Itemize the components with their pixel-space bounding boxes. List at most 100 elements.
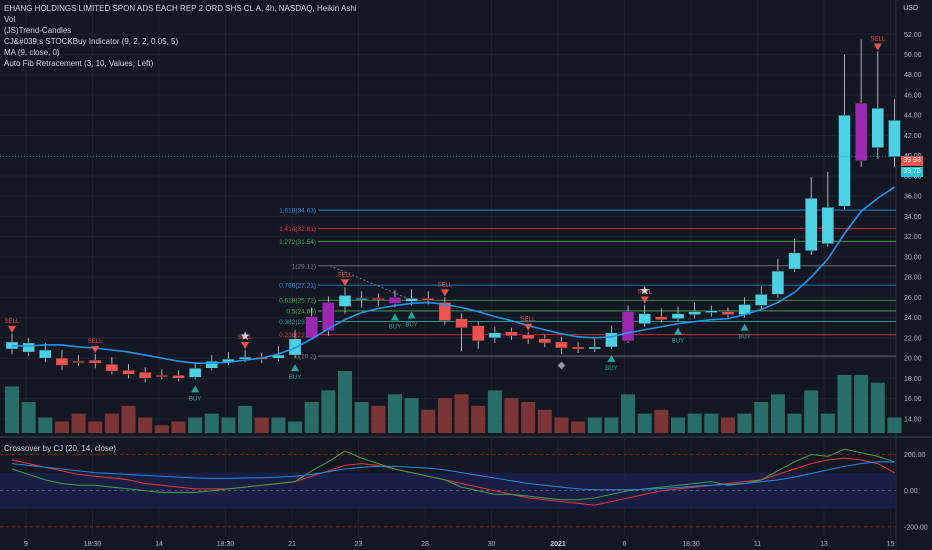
candle-body [138, 372, 152, 379]
time-axis-label: 6 [623, 541, 627, 548]
sell-signal-icon [440, 289, 449, 297]
volume-bar [387, 394, 402, 433]
volume-bar [138, 417, 153, 433]
volume-bar [321, 390, 336, 433]
buy-signal-icon [740, 323, 749, 331]
candle-body [571, 346, 585, 350]
volume-bar [621, 394, 636, 433]
volume-bar [687, 413, 702, 433]
buy-signal-label: BUY [405, 322, 417, 328]
price-axis-label: 26.00 [904, 295, 922, 302]
volume-bar [338, 371, 352, 433]
volume-bar [537, 409, 552, 433]
candle-body [172, 375, 185, 379]
volume-bar [288, 421, 303, 433]
chart-legend: EHANG HOLDINGS LIMITED SPON ADS EACH REP… [4, 3, 357, 69]
ma-price-tag: 39.78 [901, 167, 923, 177]
volume-bar [671, 417, 685, 433]
fib-level-label: 0.5(24.66) [286, 308, 316, 315]
candle-body [388, 297, 402, 304]
candle-body [854, 102, 868, 161]
volume-bar [587, 417, 602, 433]
buy-signal-label: BUY [189, 396, 201, 402]
volume-bar [770, 394, 785, 433]
oscillator-axis-label: 0.00 [904, 488, 918, 495]
price-axis-label: 14.00 [904, 416, 922, 423]
price-axis-label: 32.00 [904, 234, 922, 241]
buy-signal-icon [291, 364, 300, 372]
candle-body [638, 313, 651, 324]
legend-volume: Vol [4, 15, 16, 24]
price-axis-label: 36.00 [904, 194, 922, 201]
sell-signal-icon [91, 346, 100, 354]
candle-body [838, 115, 851, 207]
price-axis-label: 28.00 [904, 275, 922, 282]
volume-bar [371, 405, 386, 433]
candle-body [655, 316, 668, 320]
buy-signal-label: BUY [738, 335, 750, 341]
candle-body [188, 368, 202, 378]
candle-body [588, 346, 601, 350]
time-axis-label: 28 [421, 541, 429, 548]
legend-symbol-title: EHANG HOLDINGS LIMITED SPON ADS EACH REP… [4, 4, 357, 13]
candle-body [288, 338, 302, 356]
candle-body [871, 107, 884, 148]
candle-body [505, 331, 518, 337]
volume-bar [637, 413, 652, 433]
candle-body [372, 298, 385, 301]
price-axis-label: 16.00 [904, 396, 922, 403]
moving-average-line [12, 186, 895, 364]
time-axis-label: 2021 [550, 541, 566, 548]
volume-bar [604, 417, 619, 433]
fib-level-label: 0(20.2) [295, 354, 316, 361]
candle-body [322, 302, 335, 331]
fib-level-label: 1.272(31.54) [279, 239, 316, 246]
volume-bar [754, 402, 769, 433]
price-axis-label: 24.00 [904, 315, 922, 322]
price-axis-label: 30.00 [904, 254, 922, 261]
oscillator-axis-label: 200.00 [904, 452, 926, 459]
buy-signal-icon [674, 327, 682, 335]
volume-bar [238, 405, 253, 433]
price-axis-label: 44.00 [904, 113, 922, 120]
sell-signal-icon [873, 43, 882, 51]
candle-body [821, 207, 835, 244]
time-axis-label: 18:30 [217, 541, 235, 548]
candle-body [155, 375, 169, 378]
volume-bar [171, 421, 186, 433]
volume-bar [887, 417, 902, 433]
sell-signal-label: SELL [521, 317, 536, 323]
candle-body [238, 356, 252, 360]
sell-signal-icon [341, 279, 349, 287]
price-axis-label: 42.00 [904, 133, 922, 140]
volume-bar [737, 413, 752, 433]
sell-signal-label: SELL [5, 319, 20, 325]
legend-moving-average: MA (9, close, 0) [4, 48, 60, 57]
candle-body [721, 311, 735, 315]
price-axis-label: 48.00 [904, 72, 922, 79]
volume-bar [654, 409, 669, 433]
volume-bar [88, 421, 103, 433]
candle-body [788, 252, 801, 270]
volume-bar [354, 402, 369, 433]
fib-level-label: 0.786(27.21) [279, 283, 316, 290]
volume-bar [204, 413, 219, 433]
time-axis-label: 21 [288, 541, 296, 548]
volume-bar [21, 402, 36, 433]
candle-body [555, 341, 568, 349]
candle-body [888, 120, 901, 157]
volume-bar [304, 402, 319, 433]
candle-body [805, 198, 818, 252]
currency-label: USD [903, 5, 918, 12]
candle-body [405, 298, 418, 302]
candle-body [621, 311, 635, 342]
volume-bar [421, 409, 436, 433]
sell-signal-label: SELL [238, 335, 253, 341]
candle-body [472, 325, 485, 342]
star-marker-icon: ★ [639, 283, 650, 297]
fib-level-label: 0.382(23.61) [279, 319, 316, 326]
fib-level-label: 0.618(25.72) [279, 298, 316, 305]
candle-body [771, 270, 785, 295]
